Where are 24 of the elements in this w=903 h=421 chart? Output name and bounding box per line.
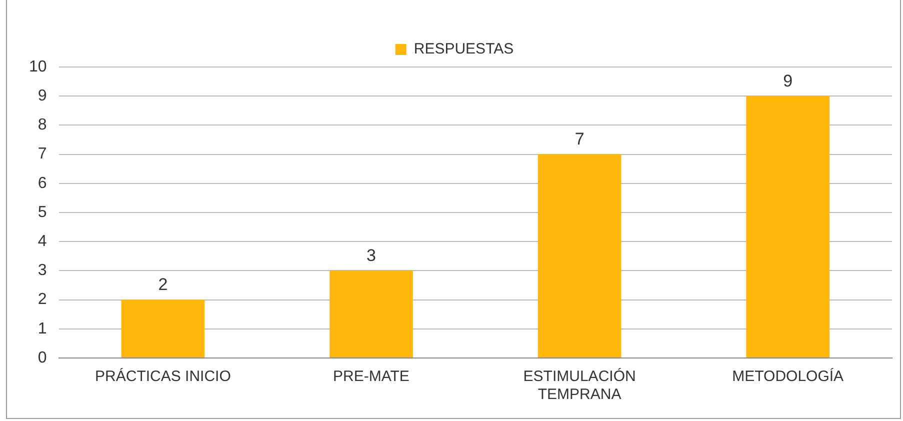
- bar: [746, 96, 830, 358]
- y-tick-label: 4: [38, 233, 47, 250]
- x-tick-label: ESTIMULACIÓN TEMPRANA: [523, 367, 636, 404]
- y-tick-label: 0: [38, 349, 47, 366]
- y-tick-label: 1: [38, 320, 47, 338]
- bar: [121, 300, 205, 358]
- data-label: 2: [158, 274, 168, 294]
- data-label: 7: [574, 129, 584, 148]
- data-label: 9: [783, 71, 793, 90]
- x-tick-label: PRE-MATE: [333, 368, 410, 386]
- y-tick-label: 3: [38, 262, 47, 280]
- y-tick-label: 9: [38, 88, 47, 105]
- y-tick-label: 2: [38, 291, 47, 308]
- bar: [538, 154, 622, 358]
- y-tick-label: 7: [38, 146, 47, 163]
- y-tick-label: 6: [38, 174, 47, 192]
- x-tick-label: METODOLOGÍA: [732, 367, 844, 386]
- y-tick-label: 10: [29, 58, 47, 76]
- data-label: 3: [366, 246, 376, 265]
- x-tick-label: PRÁCTICAS INICIO: [95, 367, 231, 386]
- legend-label: RESPUESTAS: [414, 40, 514, 58]
- y-tick-label: 5: [38, 204, 47, 221]
- y-tick-label: 8: [38, 116, 47, 134]
- bar: [330, 270, 413, 358]
